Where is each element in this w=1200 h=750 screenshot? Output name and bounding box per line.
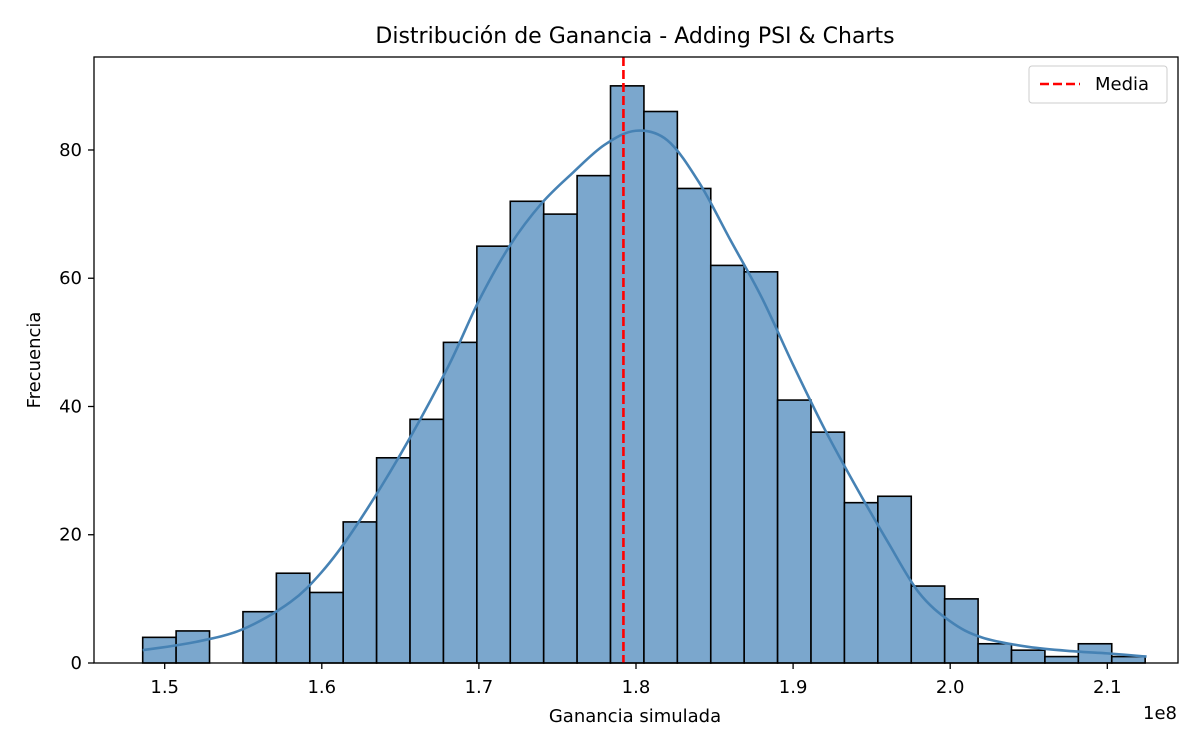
histogram-bar bbox=[576, 174, 612, 664]
y-axis: 0 20 40 60 80 bbox=[59, 140, 94, 674]
chart-title: Distribución de Ganancia - Adding PSI & … bbox=[375, 24, 894, 49]
histogram-bar bbox=[743, 271, 779, 664]
histogram-bar bbox=[375, 456, 411, 664]
histogram-bar bbox=[709, 264, 745, 664]
histogram-bar bbox=[943, 598, 979, 664]
x-tick-label: 1.9 bbox=[779, 677, 808, 698]
histogram-bar bbox=[609, 85, 645, 664]
histogram-bar bbox=[843, 501, 879, 664]
kde-layer bbox=[142, 129, 1147, 658]
histogram-bar bbox=[1010, 649, 1046, 664]
histogram-bar bbox=[308, 591, 344, 664]
x-tick-label: 2.1 bbox=[1093, 677, 1122, 698]
x-offset-label: 1e8 bbox=[1143, 703, 1177, 724]
histogram-bar bbox=[242, 610, 278, 664]
x-tick-label: 1.6 bbox=[307, 677, 336, 698]
legend: Media bbox=[1028, 65, 1168, 104]
y-tick-label: 80 bbox=[59, 140, 82, 161]
y-tick-label: 40 bbox=[59, 396, 82, 417]
x-axis: 1.5 1.6 1.7 1.8 1.9 2.0 2.1 bbox=[150, 663, 1122, 698]
y-tick-label: 20 bbox=[59, 525, 82, 546]
histogram-bar bbox=[542, 213, 578, 664]
histogram-bar bbox=[275, 572, 311, 664]
x-tick-label: 1.7 bbox=[465, 677, 494, 698]
histogram-bar bbox=[810, 431, 846, 664]
legend-box bbox=[1028, 65, 1168, 104]
histogram-bar bbox=[910, 585, 946, 664]
histogram-bar bbox=[442, 341, 478, 664]
y-tick-label: 60 bbox=[59, 268, 82, 289]
histogram-bar bbox=[676, 187, 712, 664]
histogram-bars bbox=[141, 85, 1146, 664]
histogram-bar bbox=[1110, 655, 1146, 664]
histogram-bar bbox=[476, 245, 512, 664]
x-tick-label: 1.5 bbox=[150, 677, 179, 698]
histogram-bar bbox=[342, 521, 378, 664]
y-tick-label: 0 bbox=[71, 653, 82, 674]
histogram-bar bbox=[409, 418, 445, 664]
x-tick-label: 2.0 bbox=[936, 677, 965, 698]
kde-line bbox=[142, 129, 1147, 658]
histogram-bar bbox=[776, 399, 812, 664]
histogram-bar bbox=[643, 110, 679, 664]
histogram-bar bbox=[977, 642, 1013, 664]
histogram-bar bbox=[1044, 655, 1080, 664]
histogram-bar bbox=[877, 495, 913, 664]
x-axis-label: Ganancia simulada bbox=[549, 706, 721, 727]
y-axis-label: Frecuencia bbox=[24, 312, 45, 409]
x-tick-label: 1.8 bbox=[622, 677, 651, 698]
histogram-bar bbox=[509, 200, 545, 664]
legend-mean-label: Media bbox=[1095, 74, 1149, 95]
histogram-bar bbox=[175, 630, 211, 664]
